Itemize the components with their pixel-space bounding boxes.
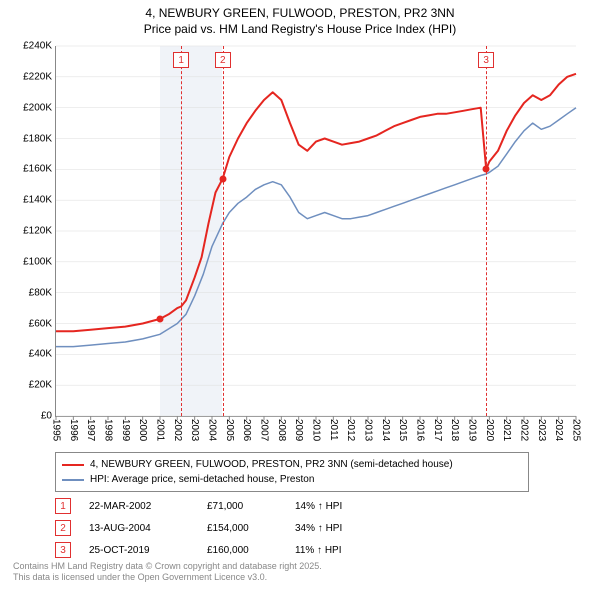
- event-vline-marker: 2: [215, 52, 231, 68]
- footer-line-1: Contains HM Land Registry data © Crown c…: [13, 561, 322, 573]
- event-hpi: 34% ↑ HPI: [295, 523, 385, 534]
- x-tick-label: 2024: [553, 416, 564, 441]
- event-date: 22-MAR-2002: [89, 501, 189, 512]
- y-tick-label: £20K: [29, 380, 56, 391]
- event-vline: [223, 46, 224, 416]
- chart-title: 4, NEWBURY GREEN, FULWOOD, PRESTON, PR2 …: [0, 0, 600, 37]
- event-hpi: 14% ↑ HPI: [295, 501, 385, 512]
- event-row: 2 13-AUG-2004 £154,000 34% ↑ HPI: [55, 520, 575, 536]
- x-tick-label: 2002: [172, 416, 183, 441]
- x-tick-label: 2019: [467, 416, 478, 441]
- x-tick-label: 2001: [155, 416, 166, 441]
- title-line-1: 4, NEWBURY GREEN, FULWOOD, PRESTON, PR2 …: [0, 6, 600, 22]
- event-price: £160,000: [207, 545, 277, 556]
- event-hpi: 11% ↑ HPI: [295, 545, 385, 556]
- x-tick-label: 2005: [224, 416, 235, 441]
- x-tick-label: 2012: [345, 416, 356, 441]
- y-tick-label: £80K: [29, 287, 56, 298]
- event-date: 13-AUG-2004: [89, 523, 189, 534]
- legend-swatch-hpi: [62, 479, 84, 481]
- y-tick-label: £140K: [23, 195, 56, 206]
- footer: Contains HM Land Registry data © Crown c…: [13, 561, 322, 584]
- x-tick-label: 2007: [259, 416, 270, 441]
- x-tick-label: 1999: [120, 416, 131, 441]
- plot-area: £0£20K£40K£60K£80K£100K£120K£140K£160K£1…: [55, 46, 576, 417]
- y-tick-label: £100K: [23, 256, 56, 267]
- y-tick-label: £240K: [23, 41, 56, 52]
- x-tick-label: 2018: [449, 416, 460, 441]
- x-tick-label: 2011: [328, 416, 339, 441]
- chart-container: 4, NEWBURY GREEN, FULWOOD, PRESTON, PR2 …: [0, 0, 600, 590]
- sale-marker: [157, 315, 164, 322]
- event-vline-marker: 3: [478, 52, 494, 68]
- event-vline: [181, 46, 182, 416]
- event-row: 3 25-OCT-2019 £160,000 11% ↑ HPI: [55, 542, 575, 558]
- x-tick-label: 2025: [571, 416, 582, 441]
- x-tick-label: 1998: [103, 416, 114, 441]
- x-tick-label: 2006: [241, 416, 252, 441]
- x-tick-label: 1996: [68, 416, 79, 441]
- x-tick-label: 2020: [484, 416, 495, 441]
- legend-label-hpi: HPI: Average price, semi-detached house,…: [90, 472, 314, 487]
- footer-line-2: This data is licensed under the Open Gov…: [13, 572, 322, 584]
- y-tick-label: £200K: [23, 102, 56, 113]
- x-tick-label: 2015: [397, 416, 408, 441]
- y-tick-label: £120K: [23, 226, 56, 237]
- y-tick-label: £160K: [23, 164, 56, 175]
- event-marker: 3: [55, 542, 71, 558]
- x-tick-label: 2008: [276, 416, 287, 441]
- x-tick-label: 2016: [415, 416, 426, 441]
- x-tick-label: 2010: [311, 416, 322, 441]
- x-tick-label: 2021: [501, 416, 512, 441]
- x-tick-label: 2013: [363, 416, 374, 441]
- sale-marker: [483, 166, 490, 173]
- x-tick-label: 1997: [85, 416, 96, 441]
- event-marker: 2: [55, 520, 71, 536]
- x-tick-label: 1995: [51, 416, 62, 441]
- sale-marker: [219, 175, 226, 182]
- plot-svg: [56, 46, 576, 416]
- y-tick-label: £60K: [29, 318, 56, 329]
- event-vline-marker: 1: [173, 52, 189, 68]
- event-row: 1 22-MAR-2002 £71,000 14% ↑ HPI: [55, 498, 575, 514]
- x-tick-label: 2014: [380, 416, 391, 441]
- legend-label-property: 4, NEWBURY GREEN, FULWOOD, PRESTON, PR2 …: [90, 457, 453, 472]
- event-vline: [486, 46, 487, 416]
- series-hpi: [56, 108, 576, 347]
- title-line-2: Price paid vs. HM Land Registry's House …: [0, 22, 600, 38]
- legend-swatch-property: [62, 464, 84, 466]
- x-tick-label: 2000: [137, 416, 148, 441]
- legend-row-property: 4, NEWBURY GREEN, FULWOOD, PRESTON, PR2 …: [62, 457, 522, 472]
- x-tick-label: 2004: [207, 416, 218, 441]
- y-tick-label: £180K: [23, 133, 56, 144]
- x-tick-label: 2017: [432, 416, 443, 441]
- x-tick-label: 2009: [293, 416, 304, 441]
- legend-row-hpi: HPI: Average price, semi-detached house,…: [62, 472, 522, 487]
- x-tick-label: 2023: [536, 416, 547, 441]
- legend: 4, NEWBURY GREEN, FULWOOD, PRESTON, PR2 …: [55, 452, 529, 492]
- y-tick-label: £40K: [29, 349, 56, 360]
- y-tick-label: £220K: [23, 71, 56, 82]
- event-price: £71,000: [207, 501, 277, 512]
- event-marker: 1: [55, 498, 71, 514]
- event-date: 25-OCT-2019: [89, 545, 189, 556]
- x-tick-label: 2003: [189, 416, 200, 441]
- event-list: 1 22-MAR-2002 £71,000 14% ↑ HPI 2 13-AUG-2004…: [55, 498, 575, 564]
- event-price: £154,000: [207, 523, 277, 534]
- x-tick-label: 2022: [519, 416, 530, 441]
